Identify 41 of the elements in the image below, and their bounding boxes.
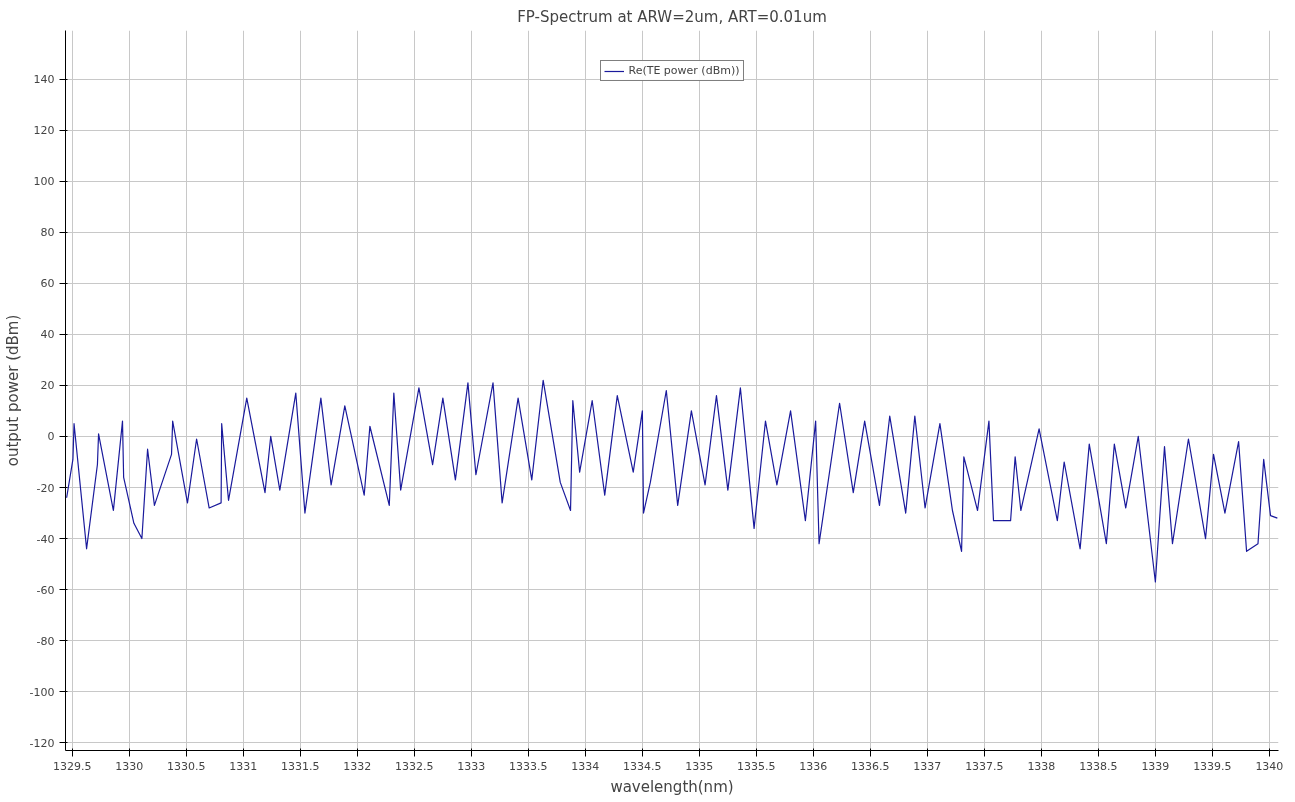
x-tick-label: 1330.5	[167, 759, 206, 773]
y-tick-label: 80	[40, 226, 55, 240]
legend-label: Re(TE power (dBm))	[628, 64, 740, 77]
x-axis-title: wavelength(nm)	[610, 777, 734, 796]
chart-title: FP-Spectrum at ARW=2um, ART=0.01um	[517, 7, 827, 26]
x-tick-label: 1339.5	[1193, 759, 1232, 773]
y-tick-label: 40	[40, 328, 55, 342]
x-tick-label: 1337	[913, 759, 942, 773]
y-tick-label: 120	[33, 124, 55, 138]
x-tick-label: 1333	[457, 759, 486, 773]
x-tick-label: 1329.5	[53, 759, 92, 773]
x-tick-label: 1336.5	[851, 759, 890, 773]
x-tick-label: 1331.5	[281, 759, 320, 773]
line-series	[66, 379, 1278, 583]
x-tick-label: 1334.5	[623, 759, 662, 773]
y-tick-label: -100	[29, 685, 55, 699]
x-tick-label: 1335	[685, 759, 714, 773]
x-tick-label: 1337.5	[965, 759, 1004, 773]
x-tick-label: 1333.5	[509, 759, 548, 773]
x-tick-label: 1335.5	[737, 759, 776, 773]
x-tick-label: 1340	[1255, 759, 1284, 773]
y-tick-label: 140	[33, 73, 55, 87]
y-tick-label: -40	[36, 532, 55, 546]
x-tick-label: 1338	[1027, 759, 1056, 773]
y-axis-title: output power (dBm)	[3, 314, 22, 467]
x-tick-label: 1330	[115, 759, 144, 773]
x-tick-label: 1338.5	[1079, 759, 1118, 773]
y-tick-label: 100	[33, 175, 55, 189]
y-tick-label: 60	[40, 277, 55, 291]
x-tick-label: 1339	[1141, 759, 1170, 773]
x-tick-label: 1334	[571, 759, 600, 773]
y-tick-label: 20	[40, 379, 55, 393]
y-tick-label: -60	[36, 583, 55, 597]
x-tick-label: 1336	[799, 759, 828, 773]
y-tick-label: -20	[36, 481, 55, 495]
x-tick-label: 1332	[343, 759, 372, 773]
y-tick-label: -80	[36, 634, 55, 648]
x-tick-label: 1331	[229, 759, 258, 773]
y-tick-label: -120	[29, 736, 55, 750]
x-tick-label: 1332.5	[395, 759, 434, 773]
y-tick-label: 0	[47, 430, 55, 444]
